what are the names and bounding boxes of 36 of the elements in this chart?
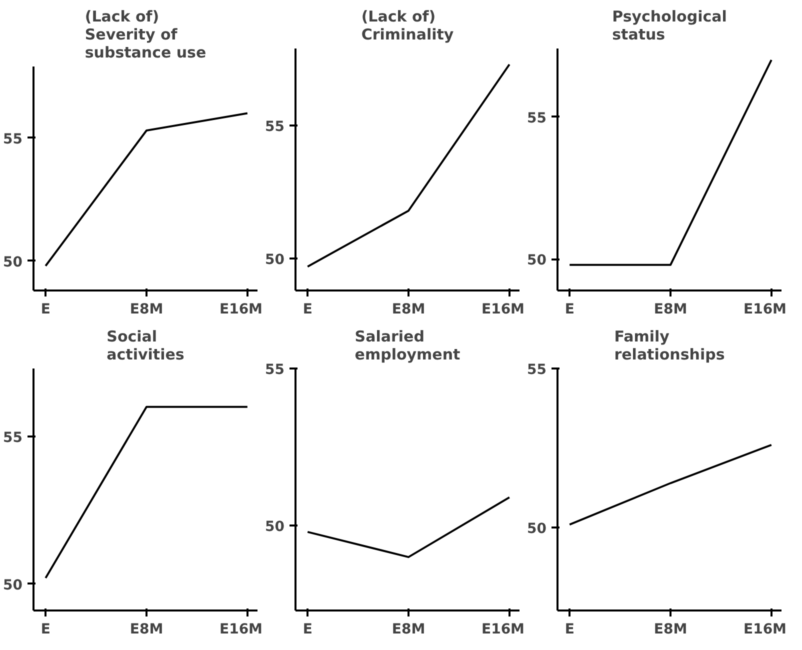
y-tick-label: 55 <box>265 119 284 136</box>
y-tick-label: 55 <box>265 362 284 378</box>
x-tick-label: E8M <box>130 622 164 638</box>
x-tick-label: E16M <box>744 302 787 318</box>
x-tick-label: E8M <box>130 302 164 318</box>
x-tick-label: E16M <box>482 302 525 318</box>
y-tick-label: 50 <box>3 254 23 270</box>
y-tick-label: 55 <box>527 110 546 126</box>
y-tick-label: 55 <box>3 131 22 148</box>
chart-title: Family relationships <box>614 328 725 364</box>
x-tick-label: E <box>40 622 50 638</box>
x-tick-label: E8M <box>654 302 688 318</box>
chart-title: (Lack of) Severity of substance use <box>84 8 206 62</box>
chart-title: Psychological status <box>612 8 727 44</box>
y-tick-label: 50 <box>265 252 285 268</box>
chart-title: Social activities <box>106 328 184 364</box>
y-tick-label: 50 <box>3 577 23 594</box>
y-tick-label: 50 <box>265 519 285 536</box>
x-tick-label: E <box>40 302 50 318</box>
y-tick-label: 50 <box>527 252 547 269</box>
x-tick-label: E16M <box>744 622 787 638</box>
x-tick-label: E16M <box>482 622 525 638</box>
x-tick-label: E8M <box>392 622 426 638</box>
x-tick-label: E <box>302 622 312 638</box>
chart-title: (Lack of) Criminality <box>361 8 454 44</box>
chart-title: Salaried employment <box>354 328 460 364</box>
y-tick-label: 55 <box>3 430 22 446</box>
x-tick-label: E8M <box>392 302 426 318</box>
y-tick-label: 50 <box>527 521 547 538</box>
x-tick-label: E <box>564 302 574 318</box>
x-tick-label: E <box>302 302 312 318</box>
x-tick-label: E16M <box>220 622 263 638</box>
y-tick-label: 55 <box>527 362 546 378</box>
x-tick-label: E8M <box>654 622 688 638</box>
x-tick-label: E <box>564 622 574 638</box>
x-tick-label: E16M <box>220 302 263 318</box>
